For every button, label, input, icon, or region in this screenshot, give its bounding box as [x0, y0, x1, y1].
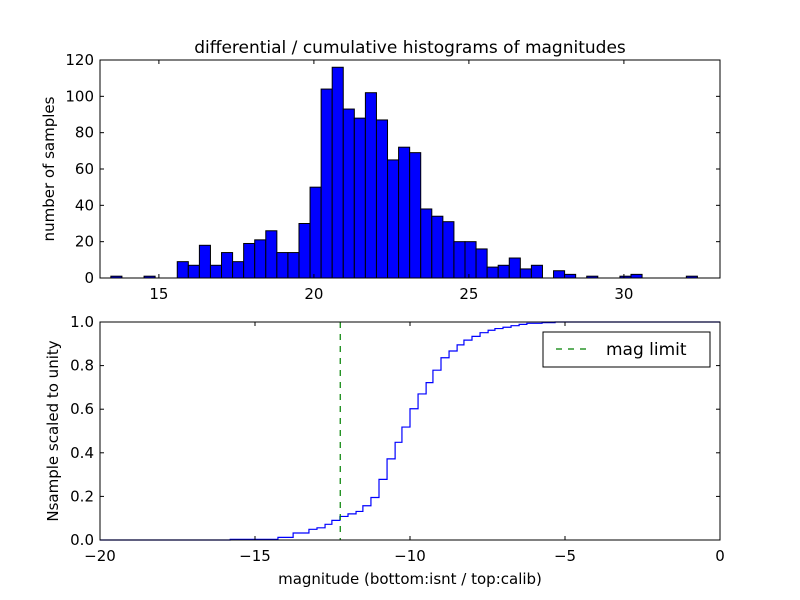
bottom-y-axis-label: Nsample scaled to unity	[44, 340, 62, 521]
histogram-bar	[254, 239, 267, 279]
histogram-bar	[398, 146, 411, 279]
legend-mag-limit-label: mag limit	[606, 340, 687, 360]
histogram-bar	[387, 159, 400, 279]
histogram-bar	[309, 186, 322, 279]
histogram-bar	[342, 108, 355, 279]
histogram-bar	[209, 264, 223, 279]
top-y-tick-label: 100	[65, 87, 94, 105]
top-x-tick-label: 15	[149, 285, 168, 303]
bottom-cumulative-axes: −20 −15 −10 −5 0 0.0 0.2 0.4 0.6 0.8 1.0	[70, 313, 725, 565]
histogram-bar	[320, 88, 333, 279]
bottom-x-tick-label: −20	[84, 547, 116, 565]
histogram-bar	[553, 270, 566, 279]
top-y-tick-label: 80	[75, 124, 94, 142]
histogram-bar	[287, 252, 300, 279]
bottom-y-tick-label: 0.6	[70, 400, 94, 418]
bottom-x-tick-label: −15	[239, 547, 271, 565]
histogram-bar	[420, 208, 433, 279]
bottom-x-tick-label: −10	[394, 547, 426, 565]
histogram-bar	[243, 242, 256, 279]
histogram-bar	[375, 119, 389, 279]
histogram-bar	[508, 257, 521, 279]
histogram-bar	[442, 221, 455, 279]
histogram-bar	[431, 215, 444, 279]
top-y-axis-label: number of samples	[40, 96, 58, 241]
legend: mag limit	[542, 331, 711, 368]
top-y-tick-label: 40	[75, 196, 94, 214]
histogram-bar	[530, 264, 543, 279]
histogram-bar	[630, 273, 643, 279]
histogram-bar	[221, 252, 234, 279]
histogram-bar	[353, 117, 366, 279]
histogram-bar	[276, 252, 289, 279]
bottom-y-tick-label: 0.2	[70, 487, 94, 505]
histogram-bar	[464, 241, 477, 279]
cumulative-step-line	[100, 321, 720, 541]
histogram-bar	[331, 66, 344, 279]
top-histogram-axes: 15 20 25 30 0 20 40 60 80 100 120	[65, 51, 721, 303]
histogram-bar	[298, 223, 311, 279]
top-y-tick-label: 120	[65, 51, 94, 69]
top-x-tick-label: 20	[304, 285, 323, 303]
bottom-y-tick-label: 0.4	[70, 444, 94, 462]
histogram-bar	[265, 230, 278, 279]
histogram-bar	[198, 244, 211, 279]
bottom-y-tick-label: 0.0	[70, 531, 94, 549]
top-y-tick-label: 0	[84, 269, 94, 287]
top-x-tick-label: 30	[614, 285, 633, 303]
histogram-bar	[475, 248, 488, 279]
top-y-tick-label: 60	[75, 160, 94, 178]
top-chart-title: differential / cumulative histograms of …	[194, 38, 626, 58]
histogram-bar	[364, 92, 377, 279]
histogram-bar	[453, 241, 466, 279]
histogram-bar	[564, 273, 577, 279]
bottom-y-tick-label: 1.0	[70, 313, 94, 331]
histogram-bar	[176, 261, 189, 279]
bottom-x-tick-label: −5	[554, 547, 576, 565]
histogram-bar	[187, 264, 200, 279]
histogram-bar	[232, 261, 245, 279]
histogram-bar	[519, 268, 532, 279]
bottom-x-tick-label: 0	[715, 547, 725, 565]
histogram-bar	[409, 152, 422, 279]
histogram-bar	[497, 264, 510, 279]
bottom-y-tick-label: 0.8	[70, 357, 94, 375]
top-x-tick-label: 25	[459, 285, 478, 303]
bottom-x-axis-label: magnitude (bottom:isnt / top:calib)	[278, 570, 542, 588]
top-y-tick-label: 20	[75, 233, 94, 251]
histogram-bar	[486, 266, 499, 279]
